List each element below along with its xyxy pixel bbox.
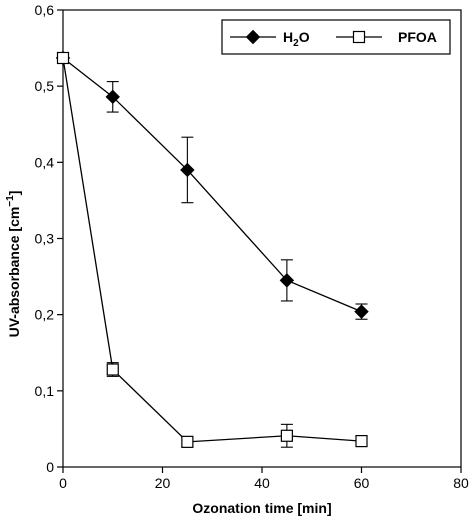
axes bbox=[62, 9, 462, 468]
y-tick-label: 0,2 bbox=[35, 307, 55, 323]
legend: H2O PFOA bbox=[221, 19, 451, 55]
plot-frame bbox=[62, 9, 462, 468]
data-point bbox=[106, 363, 119, 376]
y-tick-label: 0,1 bbox=[35, 383, 55, 399]
legend-label: PFOA bbox=[398, 29, 437, 45]
x-tick-label: 0 bbox=[59, 475, 67, 491]
x-tick-label: 60 bbox=[354, 475, 370, 491]
data-point bbox=[355, 435, 368, 448]
legend-label-base: H bbox=[283, 29, 293, 45]
legend-label: H2O bbox=[283, 29, 310, 49]
y-axis-title-suffix: ] bbox=[6, 191, 22, 196]
ticks: 0 0,1 0,2 0,3 0,4 0,5 0,6 0 20 40 60 80 bbox=[35, 2, 469, 491]
x-tick-label: 80 bbox=[453, 475, 469, 491]
data-point bbox=[279, 273, 295, 288]
legend-marker bbox=[245, 29, 261, 45]
legend-label-rest: O bbox=[299, 29, 310, 45]
data-point bbox=[180, 162, 195, 178]
y-axis-title: UV-absorbance [cm−1] bbox=[5, 191, 22, 338]
legend-label-sub: 2 bbox=[293, 38, 299, 49]
y-tick-label: 0,3 bbox=[35, 231, 55, 247]
y-tick-label: 0 bbox=[46, 459, 54, 475]
x-axis-title: Ozonation time [min] bbox=[192, 500, 331, 516]
y-tick-label: 0,4 bbox=[35, 154, 55, 170]
data-point bbox=[354, 304, 369, 319]
y-tick-label: 0,5 bbox=[35, 78, 55, 94]
y-axis-title-text: UV-absorbance [cm bbox=[6, 207, 22, 338]
series-1 bbox=[55, 50, 369, 320]
legend-label-base: PFOA bbox=[398, 29, 437, 45]
data-point bbox=[105, 89, 120, 105]
data-point bbox=[181, 435, 194, 448]
x-tick-label: 20 bbox=[155, 475, 171, 491]
series-line bbox=[62, 57, 362, 443]
data-point bbox=[56, 51, 70, 65]
y-tick-label: 0,6 bbox=[35, 2, 55, 18]
legend-marker bbox=[352, 30, 366, 44]
series-layer bbox=[55, 50, 369, 448]
y-axis-title-sup: −1 bbox=[5, 195, 16, 207]
data-point bbox=[280, 429, 293, 442]
series-2 bbox=[56, 51, 368, 448]
x-tick-label: 40 bbox=[254, 475, 270, 491]
